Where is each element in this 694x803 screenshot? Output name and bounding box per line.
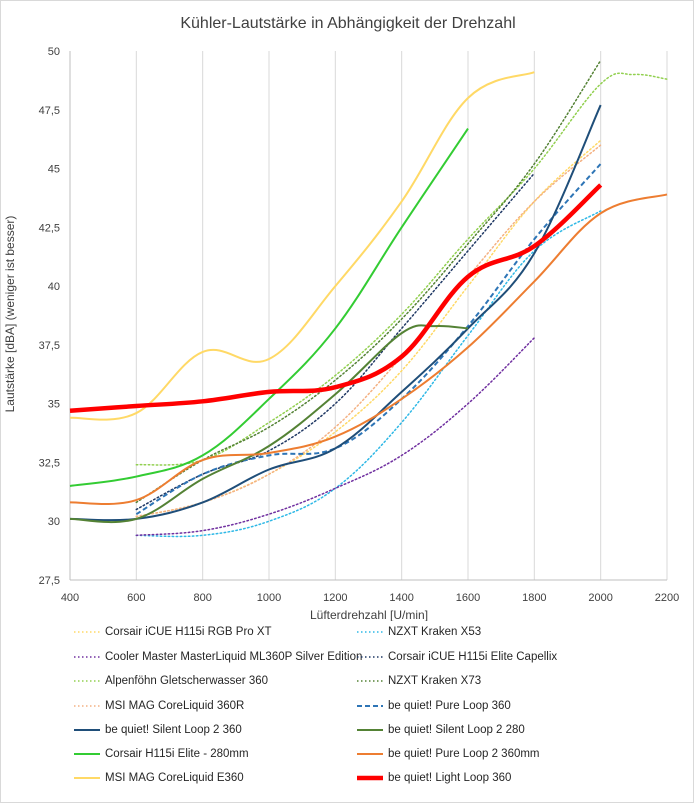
legend-label: Alpenföhn Gletscherwasser 360 — [105, 675, 269, 687]
legend-label: Corsair iCUE H115i RGB Pro XT — [105, 626, 272, 638]
legend-item: MSI MAG CoreLiquid 360R — [73, 697, 244, 715]
series-line-6 — [135, 59, 602, 504]
legend-item: be quiet! Pure Loop 2 360mm — [356, 745, 540, 763]
legend-swatch — [74, 777, 100, 779]
y-tick-label: 27,5 — [39, 575, 60, 587]
x-tick-label: 1400 — [389, 592, 413, 604]
legend-swatch — [74, 729, 100, 731]
legend-label: Cooler Master MasterLiquid ML360P Silver… — [105, 651, 363, 663]
x-tick-label: 600 — [127, 592, 145, 604]
legend-label: NZXT Kraken X53 — [388, 626, 482, 638]
legend-label: be quiet! Light Loop 360 — [388, 772, 512, 784]
series-line-12 — [69, 193, 668, 506]
legend-swatch — [357, 729, 383, 731]
legend-item: NZXT Kraken X73 — [356, 672, 481, 690]
x-tick-label: 1800 — [522, 592, 546, 604]
legend-swatch — [357, 753, 383, 755]
series-line-14 — [69, 183, 603, 413]
x-tick-label: 1200 — [323, 592, 347, 604]
y-tick-label: 32,5 — [39, 457, 60, 469]
legend-label: MSI MAG CoreLiquid 360R — [105, 700, 245, 712]
y-tick-label: 40 — [48, 281, 60, 293]
y-tick-label: 50 — [48, 46, 60, 58]
y-tick-label: 37,5 — [39, 340, 60, 352]
series-line-3 — [135, 337, 536, 537]
legend-swatch — [357, 705, 383, 707]
axes: 400 600 800 1000 1200 1400 1600 1800 2000 2200 27,… — [39, 46, 680, 604]
legend-swatch — [74, 631, 100, 633]
legend-item: Corsair H115i Elite - 280mm — [73, 745, 249, 763]
legend-item: be quiet! Light Loop 360 — [356, 769, 511, 787]
x-tick-label: 2200 — [655, 592, 679, 604]
series-layer — [69, 59, 668, 538]
series-line-8 — [135, 163, 602, 516]
legend-swatch — [74, 753, 100, 755]
series-line-2 — [135, 210, 602, 538]
y-tick-label: 47,5 — [39, 105, 60, 117]
x-tick-label: 1000 — [257, 592, 281, 604]
legend-item: Corsair iCUE H115i Elite Capellix — [356, 648, 557, 666]
legend-item: be quiet! Silent Loop 2 280 — [356, 721, 525, 739]
chart-title: Kühler-Lautstärke in Abhängigkeit der Dr… — [180, 15, 515, 32]
legend-item: be quiet! Pure Loop 360 — [356, 697, 511, 715]
y-axis-label: Lautstärke [dBA] (weniger ist besser) — [3, 216, 17, 413]
y-tick-label: 45 — [48, 164, 60, 176]
legend-swatch — [357, 656, 383, 658]
chart-legend: Corsair iCUE H115i RGB Pro XT NZXT Kraken… — [1, 617, 694, 797]
x-tick-label: 2000 — [588, 592, 612, 604]
legend-label: MSI MAG CoreLiquid E360 — [105, 772, 244, 784]
legend-item: NZXT Kraken X53 — [356, 623, 481, 641]
legend-item: Alpenföhn Gletscherwasser 360 — [73, 672, 268, 690]
legend-item: MSI MAG CoreLiquid E360 — [73, 769, 244, 787]
x-tick-label: 800 — [193, 592, 211, 604]
legend-label: Corsair H115i Elite - 280mm — [105, 748, 249, 760]
legend-item: be quiet! Silent Loop 2 360 — [73, 721, 242, 739]
x-tick-label: 400 — [61, 592, 79, 604]
legend-label: be quiet! Silent Loop 2 360 — [105, 724, 242, 736]
legend-item: Cooler Master MasterLiquid ML360P Silver… — [73, 648, 362, 666]
series-line-9 — [69, 104, 602, 522]
x-axis-label: Lüfterdrehzahl [U/min] — [310, 608, 428, 621]
legend-label: be quiet! Pure Loop 360 — [388, 700, 511, 712]
x-tick-label: 1600 — [456, 592, 480, 604]
chart-plot: Kühler-Lautstärke in Abhängigkeit der Dr… — [3, 15, 680, 622]
series-line-5 — [135, 72, 668, 466]
legend-swatch — [357, 631, 383, 633]
legend-swatch — [74, 656, 100, 658]
grid-lines — [69, 51, 668, 580]
legend-swatch — [357, 680, 383, 682]
legend-swatch — [74, 680, 100, 682]
series-line-7 — [135, 144, 602, 518]
series-line-13 — [69, 71, 535, 421]
y-tick-label: 35 — [48, 399, 60, 411]
legend-label: Corsair iCUE H115i Elite Capellix — [388, 651, 558, 663]
y-tick-label: 30 — [48, 516, 60, 528]
legend-swatch — [74, 705, 100, 707]
legend-label: be quiet! Pure Loop 2 360mm — [388, 748, 540, 760]
series-line-4 — [135, 172, 536, 511]
legend-item: Corsair iCUE H115i RGB Pro XT — [73, 623, 272, 641]
y-tick-label: 42,5 — [39, 222, 60, 234]
legend-label: be quiet! Silent Loop 2 280 — [388, 724, 525, 736]
legend-label: NZXT Kraken X73 — [388, 675, 482, 687]
legend-swatch — [357, 775, 383, 781]
series-line-1 — [135, 139, 602, 518]
